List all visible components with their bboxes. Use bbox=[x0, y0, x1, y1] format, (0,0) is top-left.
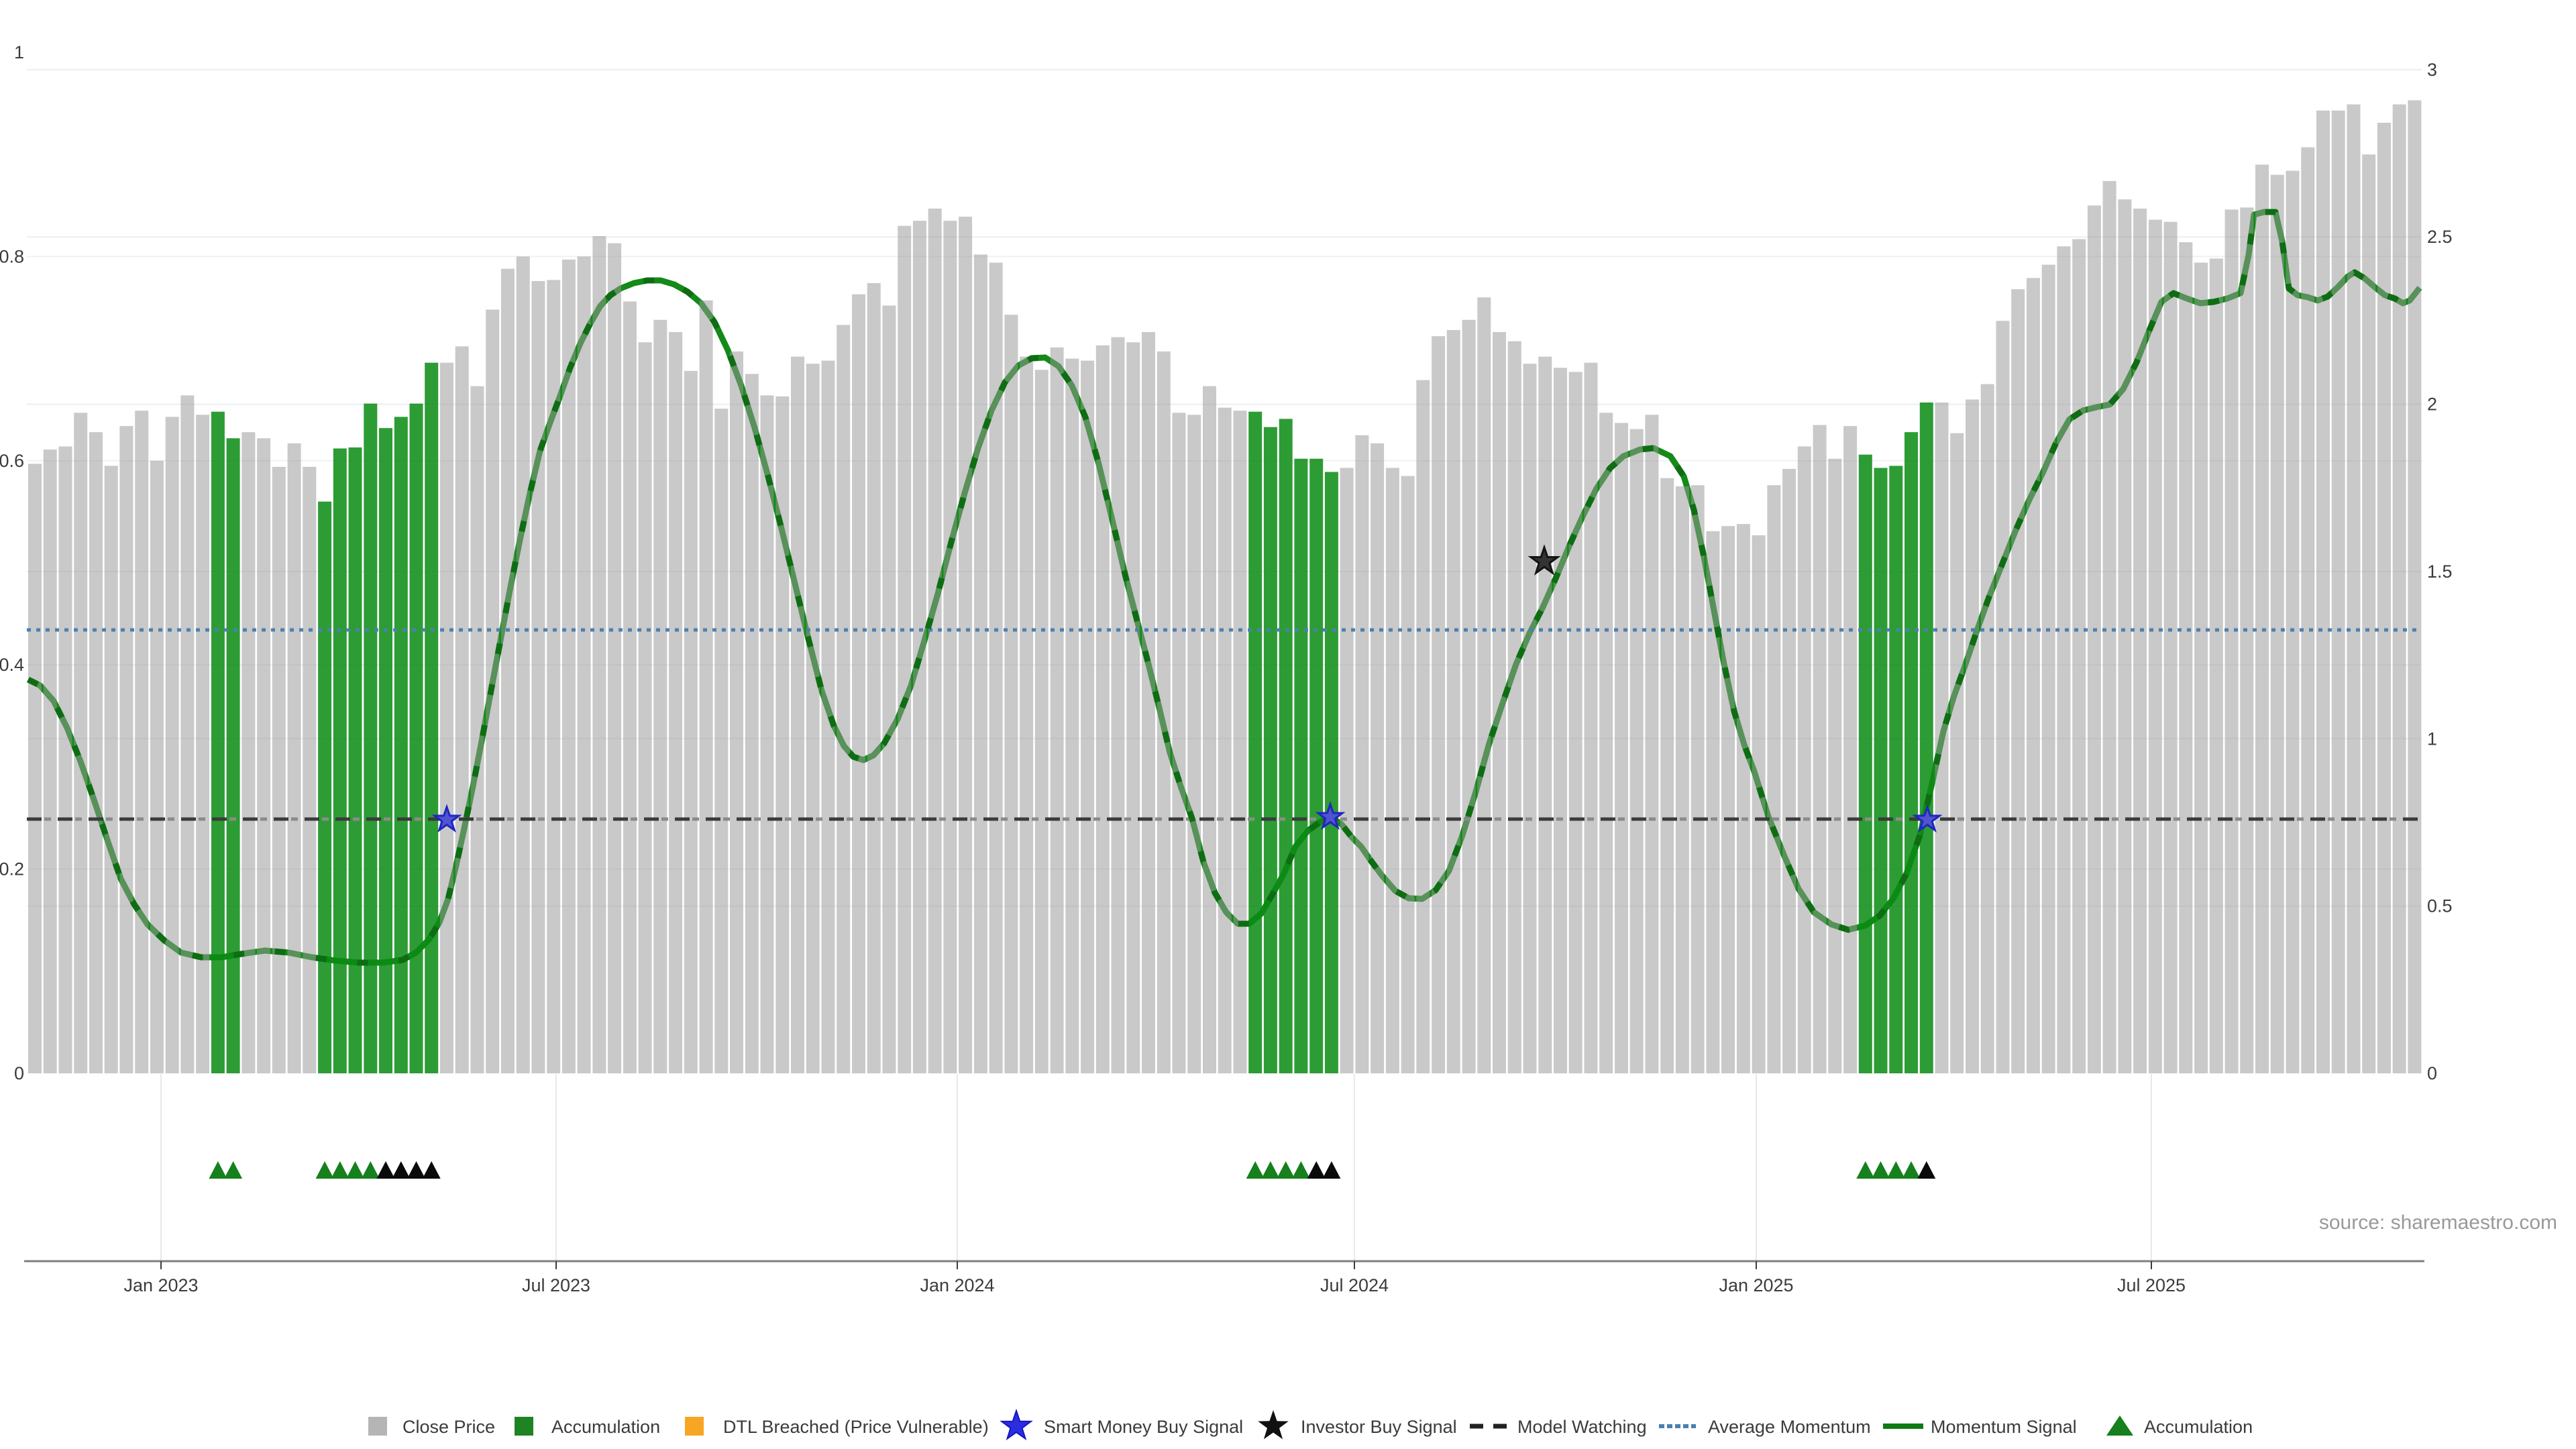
svg-text:Jan 2025: Jan 2025 bbox=[1719, 1275, 1793, 1295]
svg-text:Jan 2024: Jan 2024 bbox=[920, 1275, 994, 1295]
svg-text:Investor Buy Signal: Investor Buy Signal bbox=[1301, 1417, 1457, 1437]
svg-text:0: 0 bbox=[2427, 1063, 2437, 1083]
svg-text:Jan 2023: Jan 2023 bbox=[123, 1275, 198, 1295]
svg-text:0.8: 0.8 bbox=[0, 246, 24, 266]
svg-text:2.5: 2.5 bbox=[2427, 227, 2453, 247]
svg-text:Close Price: Close Price bbox=[402, 1417, 495, 1437]
svg-text:Jul 2024: Jul 2024 bbox=[1320, 1275, 1389, 1295]
svg-text:3: 3 bbox=[2427, 60, 2437, 80]
svg-text:Jul 2023: Jul 2023 bbox=[522, 1275, 590, 1295]
svg-text:0.5: 0.5 bbox=[2427, 896, 2453, 916]
svg-text:0.4: 0.4 bbox=[0, 655, 24, 675]
svg-text:Average Momentum: Average Momentum bbox=[1708, 1417, 1871, 1437]
svg-text:DTL Breached (Price Vulnerable: DTL Breached (Price Vulnerable) bbox=[723, 1417, 989, 1437]
svg-text:source: sharemaestro.com: source: sharemaestro.com bbox=[2319, 1212, 2557, 1234]
svg-text:Accumulation: Accumulation bbox=[2144, 1417, 2253, 1437]
svg-text:0.6: 0.6 bbox=[0, 451, 24, 471]
svg-text:0: 0 bbox=[14, 1063, 24, 1083]
svg-text:2: 2 bbox=[2427, 394, 2437, 415]
svg-text:0.2: 0.2 bbox=[0, 859, 24, 879]
svg-text:1.5: 1.5 bbox=[2427, 561, 2453, 582]
svg-text:Momentum Signal: Momentum Signal bbox=[1931, 1417, 2077, 1437]
svg-text:Accumulation: Accumulation bbox=[551, 1417, 660, 1437]
svg-text:Model Watching: Model Watching bbox=[1517, 1417, 1647, 1437]
svg-text:Smart Money Buy Signal: Smart Money Buy Signal bbox=[1044, 1417, 1243, 1437]
svg-text:Jul 2025: Jul 2025 bbox=[2117, 1275, 2186, 1295]
svg-text:1: 1 bbox=[14, 42, 24, 62]
svg-text:1: 1 bbox=[2427, 729, 2437, 749]
